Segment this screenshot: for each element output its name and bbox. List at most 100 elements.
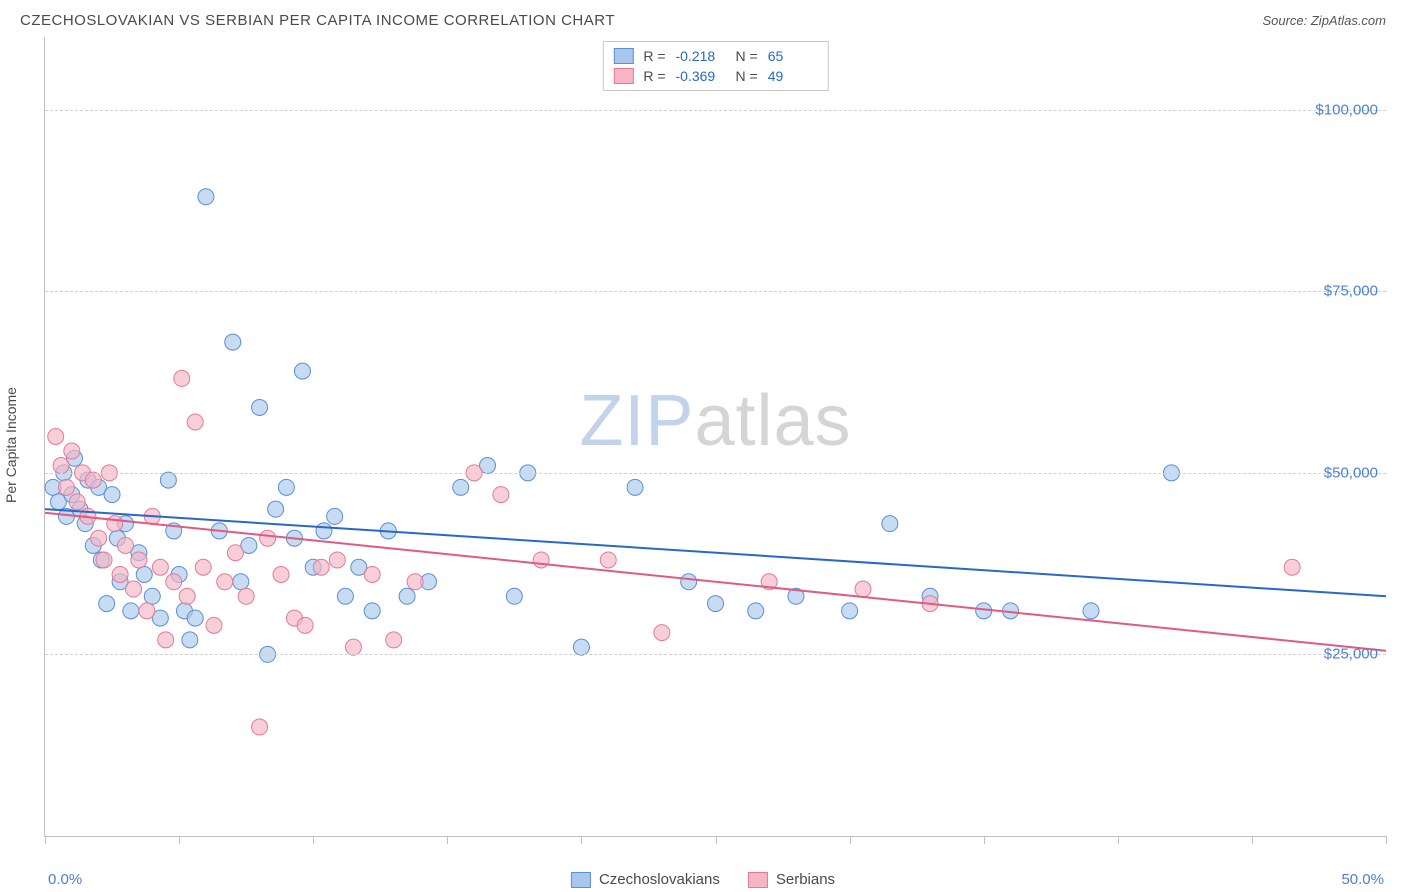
data-point — [123, 603, 139, 619]
ytick-label: $100,000 — [1315, 101, 1378, 118]
data-point — [364, 567, 380, 583]
data-point — [158, 632, 174, 648]
data-point — [345, 639, 361, 655]
data-point — [573, 639, 589, 655]
gridline — [45, 473, 1386, 474]
data-point — [217, 574, 233, 590]
xtick — [1118, 836, 1119, 844]
xtick — [1252, 836, 1253, 844]
legend-item-0: Czechoslovakians — [571, 871, 720, 888]
data-point — [195, 559, 211, 575]
data-point — [278, 479, 294, 495]
n-value-0: 65 — [768, 48, 818, 64]
data-point — [69, 494, 85, 510]
data-point — [654, 625, 670, 641]
xtick — [850, 836, 851, 844]
data-point — [117, 537, 133, 553]
data-point — [53, 458, 69, 474]
series-name-1: Serbians — [776, 871, 835, 888]
data-point — [233, 574, 249, 590]
data-point — [198, 189, 214, 205]
source-name: ZipAtlas.com — [1311, 13, 1386, 28]
xtick — [45, 836, 46, 844]
series-name-0: Czechoslovakians — [599, 871, 720, 888]
data-point — [187, 414, 203, 430]
data-point — [842, 603, 858, 619]
data-point — [58, 479, 74, 495]
data-point — [166, 574, 182, 590]
data-point — [187, 610, 203, 626]
data-point — [252, 719, 268, 735]
data-point — [260, 530, 276, 546]
data-point — [297, 617, 313, 633]
xtick — [716, 836, 717, 844]
data-point — [882, 516, 898, 532]
data-point — [252, 399, 268, 415]
data-point — [855, 581, 871, 597]
series-legend: Czechoslovakians Serbians — [571, 871, 835, 888]
stats-row-series-1: R = -0.369 N = 49 — [613, 66, 817, 86]
plot-area — [45, 37, 1386, 836]
data-point — [225, 334, 241, 350]
data-point — [174, 370, 190, 386]
n-label: N = — [736, 48, 758, 64]
legend-item-1: Serbians — [748, 871, 835, 888]
gridline — [45, 654, 1386, 655]
data-point — [294, 363, 310, 379]
data-point — [182, 632, 198, 648]
xtick — [447, 836, 448, 844]
data-point — [160, 472, 176, 488]
r-label: R = — [643, 48, 665, 64]
swatch-series-0 — [571, 872, 591, 888]
gridline — [45, 291, 1386, 292]
stats-legend: R = -0.218 N = 65 R = -0.369 N = 49 — [602, 41, 828, 91]
ytick-label: $25,000 — [1324, 646, 1378, 663]
source-prefix: Source: — [1262, 13, 1310, 28]
r-value-1: -0.369 — [676, 68, 726, 84]
x-axis-min-label: 0.0% — [48, 871, 82, 888]
data-point — [104, 487, 120, 503]
data-point — [126, 581, 142, 597]
data-point — [453, 479, 469, 495]
data-point — [1284, 559, 1300, 575]
data-point — [506, 588, 522, 604]
data-point — [131, 552, 147, 568]
n-label: N = — [736, 68, 758, 84]
data-point — [1083, 603, 1099, 619]
n-value-1: 49 — [768, 68, 818, 84]
swatch-series-1 — [748, 872, 768, 888]
data-point — [85, 472, 101, 488]
y-axis-label: Per Capita Income — [3, 387, 19, 503]
data-point — [748, 603, 764, 619]
data-point — [329, 552, 345, 568]
data-point — [364, 603, 380, 619]
data-point — [493, 487, 509, 503]
data-point — [99, 596, 115, 612]
stats-row-series-0: R = -0.218 N = 65 — [613, 46, 817, 66]
data-point — [107, 516, 123, 532]
data-point — [327, 508, 343, 524]
data-point — [533, 552, 549, 568]
chart-header: CZECHOSLOVAKIAN VS SERBIAN PER CAPITA IN… — [0, 0, 1406, 37]
xtick — [581, 836, 582, 844]
data-point — [313, 559, 329, 575]
chart-title: CZECHOSLOVAKIAN VS SERBIAN PER CAPITA IN… — [20, 12, 615, 29]
ytick-label: $50,000 — [1324, 464, 1378, 481]
x-axis-max-label: 50.0% — [1341, 871, 1384, 888]
data-point — [227, 545, 243, 561]
data-point — [144, 588, 160, 604]
source-attribution: Source: ZipAtlas.com — [1262, 13, 1386, 28]
data-point — [681, 574, 697, 590]
data-point — [386, 632, 402, 648]
data-point — [708, 596, 724, 612]
data-point — [64, 443, 80, 459]
scatter-chart: Per Capita Income ZIPatlas R = -0.218 N … — [44, 37, 1386, 837]
swatch-series-0 — [613, 48, 633, 64]
xtick — [179, 836, 180, 844]
data-point — [316, 523, 332, 539]
data-point — [136, 567, 152, 583]
data-point — [627, 479, 643, 495]
data-point — [152, 559, 168, 575]
data-point — [407, 574, 423, 590]
data-point — [112, 567, 128, 583]
